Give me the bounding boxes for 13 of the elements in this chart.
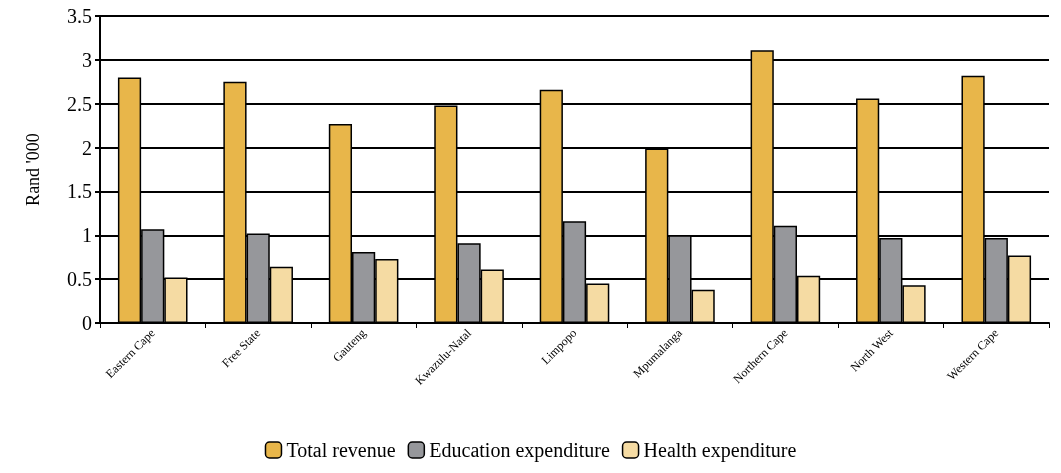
- y-tick-label: 1: [82, 224, 92, 247]
- legend-label: Health expenditure: [643, 439, 797, 462]
- y-axis-title: Rand '000: [23, 133, 43, 206]
- y-tick-label: 2.5: [67, 92, 92, 115]
- legend-label: Education expenditure: [429, 439, 610, 462]
- y-tick-label: 1.5: [67, 180, 92, 203]
- y-tick-label: 2: [82, 136, 92, 159]
- y-tick-label: 0: [82, 312, 92, 334]
- y-tick-label: 3: [82, 48, 92, 71]
- legend-label: Total revenue: [286, 439, 396, 461]
- x-tick-label: Free State: [219, 326, 264, 371]
- y-tick-label: 0.5: [67, 268, 92, 291]
- y-tick-label: 3.5: [67, 5, 92, 27]
